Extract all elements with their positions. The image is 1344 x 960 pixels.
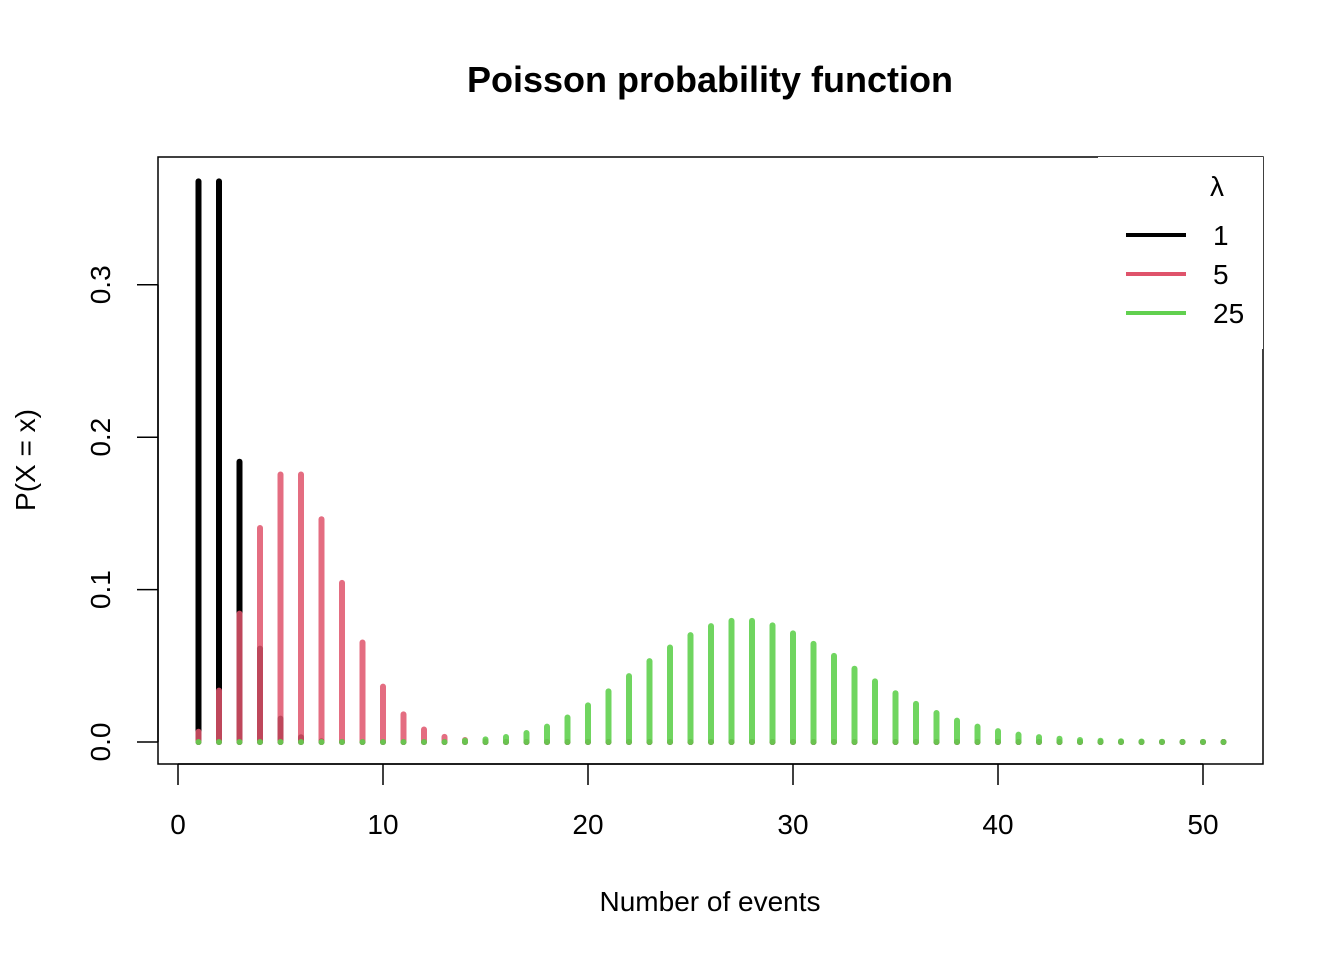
legend-label-5: 5: [1213, 259, 1229, 290]
legend: λ 1 5 25: [1098, 157, 1263, 349]
y-axis-label: P(X = x): [10, 409, 41, 511]
chart-title: Poisson probability function: [467, 59, 953, 100]
x-tick-label: 40: [982, 809, 1013, 840]
x-tick-label: 0: [170, 809, 186, 840]
y-tick-label: 0.0: [85, 723, 116, 762]
chart-marks: [195, 178, 1227, 745]
y-axis: 0.0 0.1 0.2 0.3: [85, 265, 159, 762]
series-25: [195, 617, 1227, 745]
y-tick-label: 0.1: [85, 570, 116, 609]
y-tick-label: 0.2: [85, 418, 116, 457]
y-tick-label: 0.3: [85, 265, 116, 304]
x-axis-label: Number of events: [600, 886, 821, 917]
x-tick-label: 30: [777, 809, 808, 840]
legend-box: [1098, 157, 1263, 349]
legend-title: λ: [1210, 171, 1224, 202]
x-axis: 0 10 20 30 40 50: [170, 763, 1219, 840]
legend-label-25: 25: [1213, 298, 1244, 329]
legend-label-1: 1: [1213, 220, 1229, 251]
x-tick-label: 10: [367, 809, 398, 840]
x-tick-label: 20: [572, 809, 603, 840]
x-tick-label: 50: [1187, 809, 1218, 840]
